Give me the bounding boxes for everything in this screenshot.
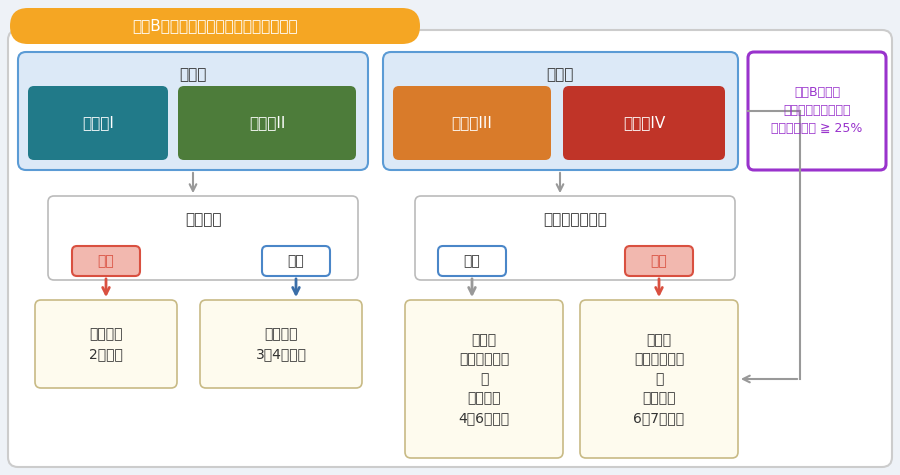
FancyBboxPatch shape bbox=[48, 196, 358, 280]
FancyBboxPatch shape bbox=[748, 52, 886, 170]
FancyBboxPatch shape bbox=[563, 86, 725, 160]
FancyBboxPatch shape bbox=[625, 246, 693, 276]
Text: 薬物療法
3～4コース: 薬物療法 3～4コース bbox=[256, 327, 307, 361]
Text: 成熟B細胞性
急性リンパ性白血病
骨髄腫瘍細胞 ≧ 25%: 成熟B細胞性 急性リンパ性白血病 骨髄腫瘍細胞 ≧ 25% bbox=[771, 86, 863, 135]
Text: なし: なし bbox=[464, 254, 481, 268]
FancyBboxPatch shape bbox=[178, 86, 356, 160]
FancyBboxPatch shape bbox=[415, 196, 735, 280]
FancyBboxPatch shape bbox=[580, 300, 738, 458]
Text: 薬物療法
2コース: 薬物療法 2コース bbox=[89, 327, 123, 361]
Text: なし: なし bbox=[288, 254, 304, 268]
Text: 中枢神経系浸潤: 中枢神経系浸潤 bbox=[543, 212, 607, 228]
Text: 前治療
（薬物療法）
＋
薬物療法
4～6コース: 前治療 （薬物療法） ＋ 薬物療法 4～6コース bbox=[458, 333, 509, 425]
Text: 病期　III: 病期 III bbox=[452, 115, 492, 131]
Text: 病期　II: 病期 II bbox=[248, 115, 285, 131]
Text: 病期　IV: 病期 IV bbox=[623, 115, 665, 131]
Text: あり: あり bbox=[97, 254, 114, 268]
FancyBboxPatch shape bbox=[383, 52, 738, 170]
Text: あり: あり bbox=[651, 254, 668, 268]
FancyBboxPatch shape bbox=[438, 246, 506, 276]
Text: 限局期: 限局期 bbox=[179, 67, 207, 83]
FancyBboxPatch shape bbox=[262, 246, 330, 276]
FancyBboxPatch shape bbox=[393, 86, 551, 160]
Text: 進行期: 進行期 bbox=[546, 67, 573, 83]
FancyBboxPatch shape bbox=[200, 300, 362, 388]
FancyBboxPatch shape bbox=[72, 246, 140, 276]
FancyBboxPatch shape bbox=[35, 300, 177, 388]
FancyBboxPatch shape bbox=[10, 8, 420, 44]
FancyBboxPatch shape bbox=[8, 30, 892, 467]
Text: 前治療
（薬物療法）
＋
薬物療法
6～7コース: 前治療 （薬物療法） ＋ 薬物療法 6～7コース bbox=[634, 333, 685, 425]
FancyBboxPatch shape bbox=[18, 52, 368, 170]
Text: 成熟B細胞性リンパ腫の主な治療の流れ: 成熟B細胞性リンパ腫の主な治療の流れ bbox=[132, 19, 298, 34]
Text: 病期　I: 病期 I bbox=[82, 115, 114, 131]
Text: 完全切除: 完全切除 bbox=[184, 212, 221, 228]
FancyBboxPatch shape bbox=[28, 86, 168, 160]
FancyBboxPatch shape bbox=[405, 300, 563, 458]
